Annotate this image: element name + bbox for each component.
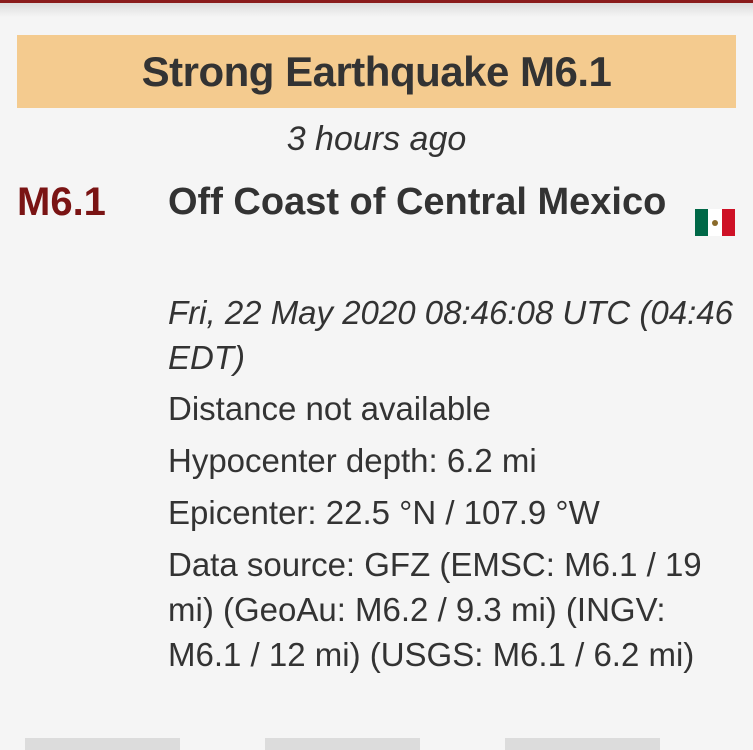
alert-title: Strong Earthquake M6.1 bbox=[141, 47, 612, 95]
magnitude-label: M6.1 bbox=[17, 180, 106, 224]
action-button-1[interactable] bbox=[25, 738, 180, 750]
time-ago: 3 hours ago bbox=[286, 120, 467, 158]
alert-banner: Strong Earthquake M6.1 bbox=[17, 35, 736, 108]
event-details: Fri, 22 May 2020 08:46:08 UTC (04:46 EDT… bbox=[168, 290, 738, 684]
region-name: Off Coast of Central Mexico bbox=[168, 181, 667, 223]
data-source: Data source: GFZ (EMSC: M6.1 / 19 mi) (G… bbox=[168, 546, 702, 673]
action-button-2[interactable] bbox=[265, 738, 420, 750]
distance: Distance not available bbox=[168, 390, 491, 427]
action-button-3[interactable] bbox=[505, 738, 660, 750]
event-datetime: Fri, 22 May 2020 08:46:08 UTC (04:46 EDT… bbox=[168, 294, 733, 376]
app-bar-edge bbox=[0, 0, 753, 3]
app-bar-shadow bbox=[0, 3, 753, 17]
hypocenter-depth: Hypocenter depth: 6.2 mi bbox=[168, 442, 537, 479]
epicenter: Epicenter: 22.5 °N / 107.9 °W bbox=[168, 494, 600, 531]
mexico-flag-icon bbox=[695, 209, 735, 236]
